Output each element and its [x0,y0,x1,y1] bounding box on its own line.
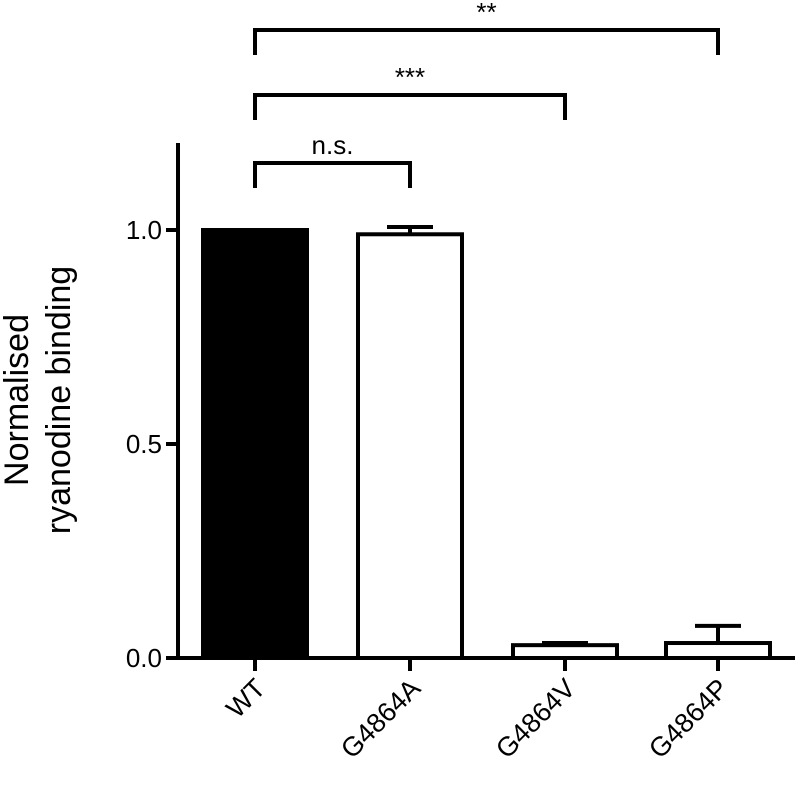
bar-g4864a [356,232,464,660]
x-axis-ticks: WT G4864A G4864V G4864P [220,658,734,764]
y-tick-label: 0.5 [126,429,162,459]
x-tick-label: G4864A [335,673,426,764]
y-axis-label-line: ryanodine binding [40,266,78,534]
significance-label: ** [476,0,496,27]
significance-bracket [253,161,412,188]
y-axis-label: Normalised ryanodine binding [0,266,78,534]
y-tick-label: 0.0 [126,643,162,673]
significance-bracket [253,93,567,120]
bar-wt [201,228,309,660]
y-axis-ticks: 0.0 0.5 1.0 [126,215,178,673]
significance-label: *** [395,62,425,92]
y-tick-label: 1.0 [126,215,162,245]
bar-g4864p [664,641,772,661]
bars [201,228,772,661]
x-tick-label: G4864V [490,673,581,764]
significance-brackets: n.s.***** [253,0,720,188]
x-tick-label: G4864P [643,673,734,764]
significance-label: n.s. [312,130,354,160]
error-bars [387,225,741,646]
significance-bracket [253,28,720,55]
y-axis-label-line: Normalised [0,314,36,486]
x-tick-label: WT [220,673,271,724]
